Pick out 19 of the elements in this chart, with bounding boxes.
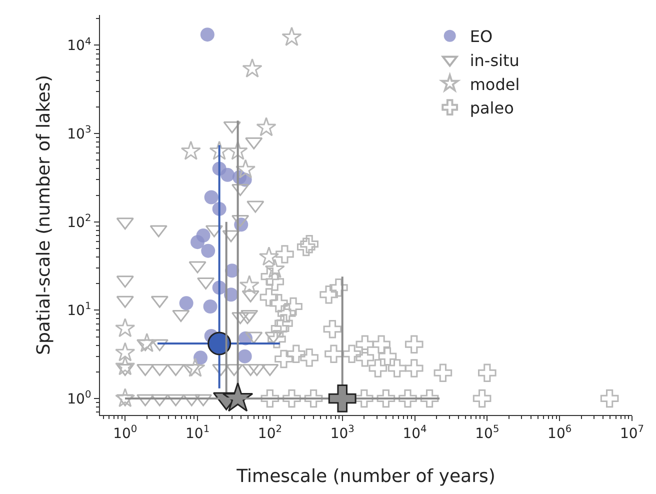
y-axis-title: Spatial-scale (number of lakes) xyxy=(33,75,54,355)
x-tick-label: 10$^{4}$ xyxy=(402,424,427,442)
x-tick-label: 10$^{3}$ xyxy=(330,424,354,442)
x-tick-label: 10$^{1}$ xyxy=(185,424,210,442)
y-tick-label: 10$^{3}$ xyxy=(67,124,92,142)
legend-label: paleo xyxy=(470,98,514,118)
y-tick-label: 10$^{1}$ xyxy=(67,301,92,320)
x-tick-label: 10$^{6}$ xyxy=(548,424,572,442)
x-tick-label: 10$^{5}$ xyxy=(475,424,500,442)
y-tick-label: 10$^{2}$ xyxy=(67,212,92,231)
x-tick-label: 10$^{0}$ xyxy=(113,424,138,442)
y-tick-label: 10$^{4}$ xyxy=(67,36,92,54)
x-tick-label: 10$^{7}$ xyxy=(620,424,644,442)
legend-label: EO xyxy=(470,27,493,46)
x-tick-label: 10$^{2}$ xyxy=(258,424,282,442)
y-tick-label: 10$^{0}$ xyxy=(67,390,92,408)
legend-label: in-situ xyxy=(470,50,520,70)
x-axis-title: Timescale (number of years) xyxy=(236,466,496,487)
legend-label: model xyxy=(470,74,520,94)
